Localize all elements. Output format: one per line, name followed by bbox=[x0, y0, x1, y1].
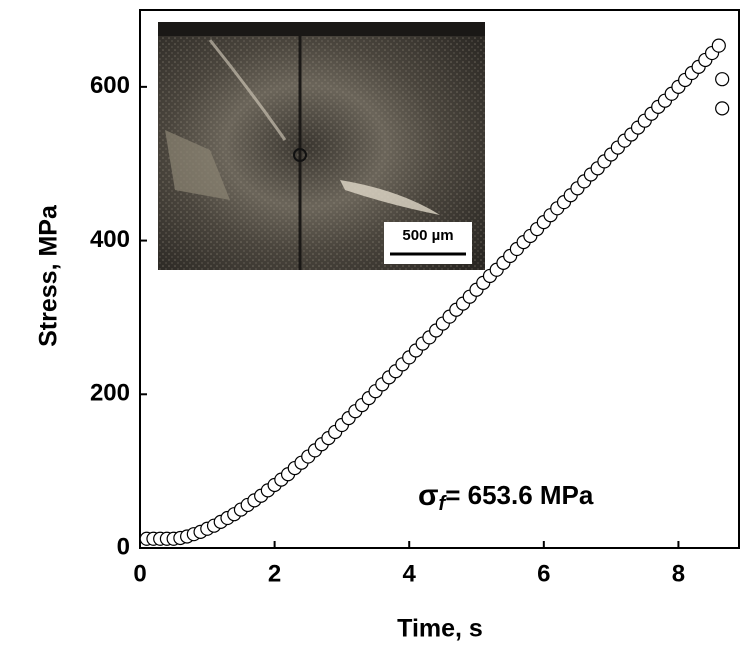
chart: 500 µm Stress, MPa Time, s σf= 653.6 MPa… bbox=[0, 0, 743, 649]
data-point bbox=[712, 39, 725, 52]
x-tick-label: 4 bbox=[403, 560, 417, 587]
annotation: σf= 653.6 MPa bbox=[418, 479, 594, 515]
x-tick-label: 2 bbox=[268, 560, 281, 587]
y-tick-label: 0 bbox=[117, 533, 130, 560]
annotation-symbol: σ bbox=[418, 479, 439, 512]
x-axis-title: Time, s bbox=[397, 615, 483, 643]
y-axis-title: Stress, MPa bbox=[35, 204, 63, 347]
scale-bar-label: 500 µm bbox=[402, 227, 453, 244]
annotation-text: = 653.6 MPa bbox=[445, 480, 594, 510]
data-point bbox=[716, 102, 729, 115]
y-tick-label: 200 bbox=[90, 380, 130, 407]
y-tick-label: 600 bbox=[90, 72, 130, 99]
page: 500 µm Stress, MPa Time, s σf= 653.6 MPa… bbox=[0, 0, 743, 649]
x-tick-label: 6 bbox=[537, 560, 550, 587]
x-tick-label: 8 bbox=[672, 560, 685, 587]
y-tick-label: 400 bbox=[90, 226, 130, 253]
data-point bbox=[716, 73, 729, 86]
x-tick-label: 0 bbox=[133, 560, 146, 587]
